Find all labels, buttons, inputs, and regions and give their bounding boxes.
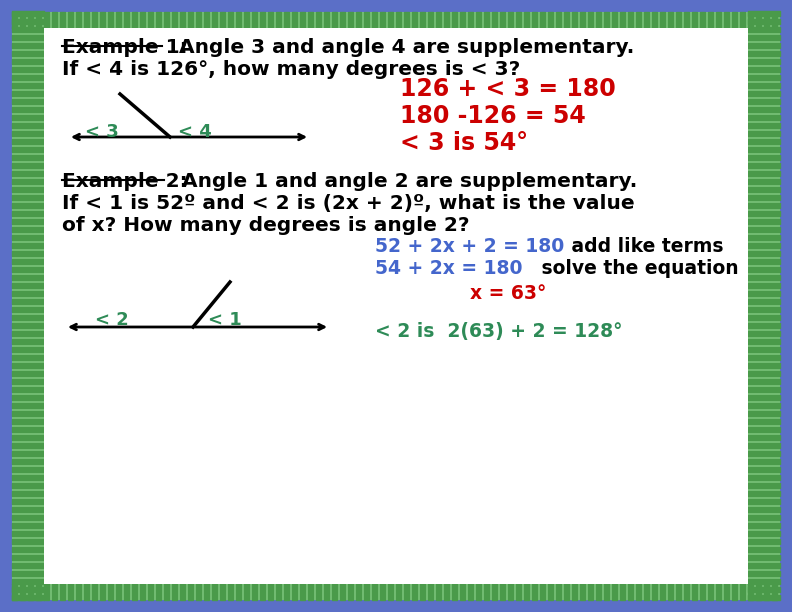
Text: x = 63°: x = 63° [470,284,546,303]
Text: of x? How many degrees is angle 2?: of x? How many degrees is angle 2? [62,216,470,235]
Text: 126 + < 3 = 180: 126 + < 3 = 180 [400,77,615,101]
Text: < 1: < 1 [208,311,242,329]
Text: < 3: < 3 [85,123,119,141]
Text: < 3 is 54°: < 3 is 54° [400,131,528,155]
Text: 54 + 2x = 180: 54 + 2x = 180 [375,259,523,278]
Text: < 2: < 2 [95,311,129,329]
Text: Example 2:: Example 2: [62,172,188,191]
Text: Angle 1 and angle 2 are supplementary.: Angle 1 and angle 2 are supplementary. [168,172,638,191]
Text: < 4: < 4 [178,123,211,141]
Text: add like terms: add like terms [565,237,724,256]
Text: 180 -126 = 54: 180 -126 = 54 [400,104,586,128]
Text: 52 + 2x + 2 = 180: 52 + 2x + 2 = 180 [375,237,564,256]
Text: If < 4 is 126°, how many degrees is < 3?: If < 4 is 126°, how many degrees is < 3? [62,60,520,79]
Text: < 2 is  2(63) + 2 = 128°: < 2 is 2(63) + 2 = 128° [375,322,623,341]
Text: Angle 3 and angle 4 are supplementary.: Angle 3 and angle 4 are supplementary. [165,38,634,57]
Bar [44,28,748,584]
Text: solve the equation: solve the equation [535,259,739,278]
Text: Example 1:: Example 1: [62,38,188,57]
Text: If < 1 is 52º and < 2 is (2x + 2)º, what is the value: If < 1 is 52º and < 2 is (2x + 2)º, what… [62,194,634,213]
